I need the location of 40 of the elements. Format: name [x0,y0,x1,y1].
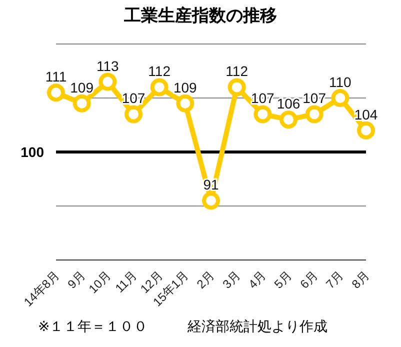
x-tick-label: 14年8月 [21,268,62,310]
x-tick-label: 2月 [194,268,218,292]
point [280,110,298,129]
point [150,78,168,96]
data-label: 107 [250,90,275,106]
point [98,72,117,91]
x-tick-label: 5月 [272,268,295,292]
point [202,192,220,210]
point [357,121,375,140]
x-tick-label: 10月 [86,268,114,296]
text: 経済部統計処より作成 [188,318,328,336]
data-label: 112 [226,63,248,80]
point [176,94,194,112]
point [331,89,350,107]
data-label: 112 [148,63,171,80]
point [72,94,91,112]
data-label: 107 [302,90,326,106]
x-tick-label: 6月 [297,268,320,292]
point [305,105,324,124]
data-label: 109 [173,79,198,96]
ref-line-label: 100 [20,144,44,160]
x-tick-label: 11月 [112,268,140,296]
x-tick-label: 8月 [349,268,372,292]
point [47,84,65,102]
point [124,105,142,124]
x-tick-label: 3月 [220,268,243,292]
point [228,78,246,96]
chart-title: 工業生産指数の推移 [123,5,278,27]
data-label: 111 [45,68,67,85]
data-label: 106 [276,96,300,112]
data-label: 110 [329,74,352,90]
data-label: 113 [96,58,120,74]
point [254,105,272,124]
data-label: 107 [122,90,146,106]
text: ※１１年＝１００ [38,318,148,336]
data-label: 104 [354,106,378,122]
x-tick-label: 4月 [246,268,269,292]
x-tick-label: 7月 [323,268,346,292]
data-label: 109 [70,79,94,96]
x-tick-label: 9月 [64,268,88,292]
